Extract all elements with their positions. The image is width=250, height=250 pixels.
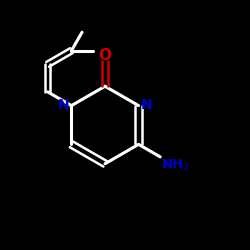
- Text: NH$_2$: NH$_2$: [162, 158, 190, 173]
- Text: N: N: [58, 98, 70, 112]
- Text: O: O: [98, 48, 112, 63]
- Text: N: N: [140, 98, 152, 112]
